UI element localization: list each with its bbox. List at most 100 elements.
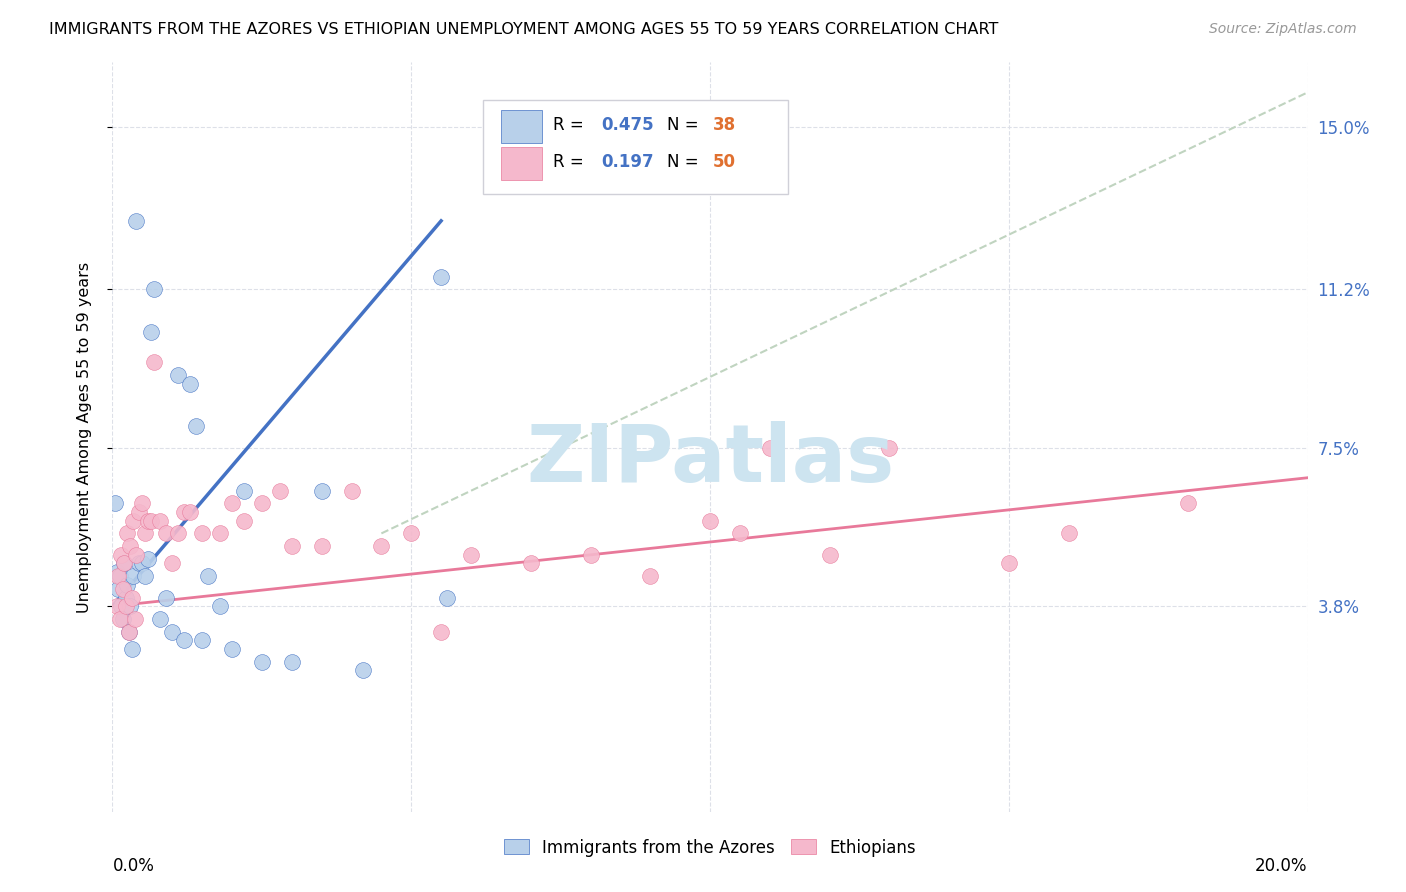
Point [197, 569, 219, 583]
Point [143, 355, 166, 369]
Point [128, 505, 150, 519]
Point [281, 539, 304, 553]
Point [122, 514, 145, 528]
Point [311, 539, 333, 553]
Point [120, 539, 142, 553]
Point [281, 655, 304, 669]
Point [998, 557, 1021, 571]
Point [155, 526, 177, 541]
Point [134, 569, 156, 583]
Point [112, 582, 135, 596]
Point [460, 548, 482, 562]
FancyBboxPatch shape [484, 100, 787, 194]
Point [114, 557, 135, 571]
Point [108, 569, 131, 583]
Point [105, 599, 128, 614]
Point [125, 548, 148, 562]
Point [149, 612, 172, 626]
Text: R =: R = [554, 116, 589, 134]
Point [121, 642, 143, 657]
Text: Source: ZipAtlas.com: Source: ZipAtlas.com [1209, 22, 1357, 37]
Point [728, 526, 751, 541]
Point [112, 612, 135, 626]
Point [579, 548, 602, 562]
Point [105, 565, 128, 579]
Point [209, 526, 232, 541]
Point [191, 633, 214, 648]
Point [131, 557, 153, 571]
Point [370, 539, 392, 553]
Point [340, 483, 363, 498]
Point [118, 624, 141, 639]
Point [1057, 526, 1080, 541]
Point [131, 496, 153, 510]
Text: 50: 50 [713, 153, 735, 171]
Point [353, 664, 375, 678]
Point [233, 514, 256, 528]
Point [186, 419, 208, 434]
Point [124, 612, 146, 626]
Point [108, 612, 131, 626]
Point [141, 514, 163, 528]
Point [114, 599, 136, 614]
Point [104, 496, 127, 510]
Point [117, 578, 139, 592]
Point [143, 282, 166, 296]
Point [879, 441, 901, 455]
Text: N =: N = [666, 153, 704, 171]
Point [173, 633, 195, 648]
FancyBboxPatch shape [501, 147, 541, 180]
Point [120, 599, 142, 614]
Point [209, 599, 232, 614]
Point [110, 548, 132, 562]
Point [121, 591, 143, 605]
Point [191, 526, 214, 541]
Point [138, 514, 160, 528]
Text: N =: N = [666, 116, 704, 134]
Point [107, 582, 129, 596]
Point [110, 599, 132, 614]
Point [640, 569, 662, 583]
Text: 20.0%: 20.0% [1256, 856, 1308, 875]
Legend: Immigrants from the Azores, Ethiopians: Immigrants from the Azores, Ethiopians [496, 832, 924, 863]
Point [118, 624, 141, 639]
Point [107, 569, 129, 583]
Point [134, 526, 156, 541]
Point [179, 505, 201, 519]
Point [138, 552, 160, 566]
Point [162, 557, 183, 571]
Point [221, 496, 243, 510]
FancyBboxPatch shape [501, 110, 541, 143]
Point [311, 483, 333, 498]
Point [430, 624, 453, 639]
Point [114, 591, 136, 605]
Point [125, 214, 148, 228]
Text: R =: R = [554, 153, 589, 171]
Point [179, 376, 201, 391]
Point [122, 569, 145, 583]
Point [436, 591, 458, 605]
Point [149, 514, 172, 528]
Point [250, 496, 273, 510]
Text: IMMIGRANTS FROM THE AZORES VS ETHIOPIAN UNEMPLOYMENT AMONG AGES 55 TO 59 YEARS C: IMMIGRANTS FROM THE AZORES VS ETHIOPIAN … [49, 22, 998, 37]
Point [269, 483, 291, 498]
Point [117, 526, 139, 541]
Point [699, 514, 721, 528]
Point [250, 655, 273, 669]
Text: 0.0%: 0.0% [112, 856, 155, 875]
Point [221, 642, 243, 657]
Text: ZIPatlas: ZIPatlas [526, 420, 894, 499]
Point [141, 325, 163, 339]
Point [167, 526, 190, 541]
Point [114, 557, 135, 571]
Y-axis label: Unemployment Among Ages 55 to 59 years: Unemployment Among Ages 55 to 59 years [77, 261, 91, 613]
Text: 0.197: 0.197 [602, 153, 654, 171]
Point [1177, 496, 1199, 510]
Point [233, 483, 256, 498]
Point [155, 591, 177, 605]
Point [759, 441, 782, 455]
Point [167, 368, 190, 382]
Text: 38: 38 [713, 116, 735, 134]
Point [128, 557, 150, 571]
Point [173, 505, 195, 519]
